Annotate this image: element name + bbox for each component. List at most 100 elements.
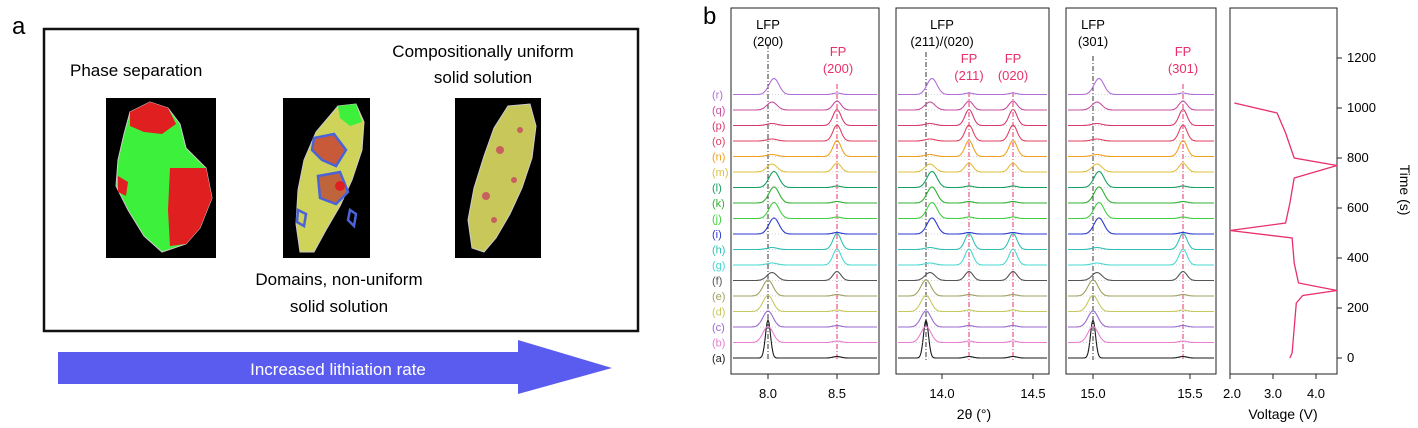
- diffraction-trace: [1068, 248, 1214, 266]
- sub1-fp-label: FP: [830, 44, 847, 59]
- trace-label: (a): [712, 353, 725, 365]
- time-tick-label: 0: [1347, 350, 1354, 365]
- panel-a-label: a: [12, 13, 26, 40]
- diffraction-trace: [733, 170, 877, 189]
- diffraction-trace: [733, 318, 877, 359]
- trace-label: (i): [712, 229, 722, 241]
- diffraction-trace: [733, 100, 877, 111]
- diffraction-trace: [1068, 294, 1214, 313]
- trace-label: (n): [712, 152, 725, 164]
- diffraction-trace: [733, 139, 877, 158]
- diffraction-trace: [1068, 162, 1214, 173]
- diffraction-trace: [898, 108, 1047, 127]
- diffraction-trace: [898, 124, 1047, 142]
- voltage-tick-2: 2.0: [1223, 386, 1241, 401]
- diffraction-trace: [898, 201, 1047, 220]
- diffraction-trace: [898, 294, 1047, 313]
- sub2-fp-b-label: FP: [1005, 51, 1022, 66]
- diffraction-trace: [1068, 201, 1214, 220]
- sub3-fp-label: FP: [1175, 44, 1192, 59]
- time-tick-label: 600: [1347, 200, 1369, 215]
- sub1-lfp-label: LFP: [756, 17, 780, 32]
- sub2-fp-a-index: (211): [954, 68, 983, 83]
- diffraction-trace: [898, 318, 1047, 359]
- diffraction-trace: [898, 270, 1047, 282]
- diffraction-trace: [733, 310, 877, 328]
- diffraction-trace: [898, 248, 1047, 266]
- diffraction-trace: [733, 325, 877, 344]
- panel-b-label: b: [703, 3, 716, 30]
- tick-14-5: 14.5: [1020, 386, 1045, 401]
- x-axis-label: 2θ (°): [957, 406, 991, 422]
- voltage-tick-3: 3.0: [1264, 386, 1282, 401]
- arrow-text: Increased lithiation rate: [250, 360, 426, 379]
- trace-labels: (a) (b) (c) (d) (e) (f) (g) (h) (i) (j) (k) (l) (m) (…: [712, 90, 729, 366]
- trace-label: (r): [712, 90, 723, 102]
- diffraction-trace: [733, 186, 877, 204]
- subpanel-301-frame: [1065, 7, 1217, 375]
- diffraction-trace: [733, 77, 877, 96]
- time-tick-label: 1000: [1347, 100, 1376, 115]
- particle-domains: [283, 98, 370, 258]
- trace-label: (p): [712, 121, 725, 133]
- diffraction-trace: [898, 170, 1047, 189]
- diffraction-trace: [898, 139, 1047, 158]
- voltage-panel-frame: [1229, 7, 1338, 375]
- diffraction-trace: [1068, 217, 1214, 235]
- time-tick-label: 800: [1347, 150, 1369, 165]
- diffraction-trace: [1068, 100, 1214, 111]
- diffraction-traces: [733, 77, 1214, 359]
- diffraction-trace: [898, 325, 1047, 344]
- time-tick-label: 200: [1347, 300, 1369, 315]
- diffraction-trace: [733, 270, 877, 282]
- diffraction-x-ticks: [767, 374, 1191, 379]
- sub3-lfp-label: LFP: [1081, 17, 1105, 32]
- time-axis-ticks: 0 200 400 600 800 1000 1200: [1337, 50, 1376, 365]
- domains-label-line2: solid solution: [290, 297, 388, 316]
- sub2-fp-b-index: (020): [998, 68, 1028, 83]
- time-axis-label: Time (s): [1397, 165, 1413, 216]
- sub2-lfp-label: LFP: [930, 17, 954, 32]
- diffraction-trace: [898, 77, 1047, 96]
- trace-label: (g): [712, 260, 725, 272]
- diffraction-trace: [898, 162, 1047, 173]
- panel-a: a Phase separation Compositionally unifo…: [12, 13, 640, 394]
- diffraction-trace: [898, 217, 1047, 235]
- sub1-lfp-index: (200): [753, 34, 783, 49]
- diffraction-trace: [733, 124, 877, 142]
- diffraction-trace: [898, 310, 1047, 328]
- diffraction-trace: [1068, 108, 1214, 127]
- tick-15-0: 15.0: [1080, 386, 1105, 401]
- sub3-lfp-index: (301): [1078, 34, 1108, 49]
- trace-label: (e): [712, 291, 725, 303]
- diffraction-trace: [1068, 310, 1214, 328]
- diffraction-trace: [733, 201, 877, 220]
- subpanel-200-frame: [730, 7, 880, 375]
- diffraction-trace: [733, 162, 877, 173]
- panel-a-frame: [42, 27, 640, 333]
- trace-label: (l): [712, 183, 722, 195]
- voltage-axis-label: Voltage (V): [1248, 406, 1317, 422]
- tick-8-0: 8.0: [759, 386, 777, 401]
- trace-label: (b): [712, 338, 725, 350]
- diffraction-trace: [898, 186, 1047, 204]
- trace-label: (c): [712, 322, 725, 334]
- sub2-lfp-index: (211)/(020): [910, 34, 973, 49]
- trace-label: (f): [712, 276, 722, 288]
- diffraction-trace: [1068, 232, 1214, 251]
- diffraction-trace: [733, 232, 877, 251]
- diffraction-trace: [733, 294, 877, 313]
- diffraction-trace: [1068, 77, 1214, 96]
- trace-label: (j): [712, 214, 722, 226]
- lithiation-rate-arrow: [58, 340, 612, 394]
- panel-b: b (a) (b) (c) (d) (e) (f) (g) (h) (i) (j) (k) (l) (m…: [703, 3, 1413, 422]
- trace-label: (o): [712, 136, 725, 148]
- voltage-x-ticks: [1229, 374, 1317, 379]
- diffraction-trace: [1068, 139, 1214, 158]
- diffraction-trace: [1068, 279, 1214, 297]
- diffraction-trace: [1068, 186, 1214, 204]
- particle-phase-separation: [106, 98, 216, 258]
- sub3-fp-index: (301): [1168, 61, 1198, 76]
- diffraction-trace: [1068, 318, 1214, 359]
